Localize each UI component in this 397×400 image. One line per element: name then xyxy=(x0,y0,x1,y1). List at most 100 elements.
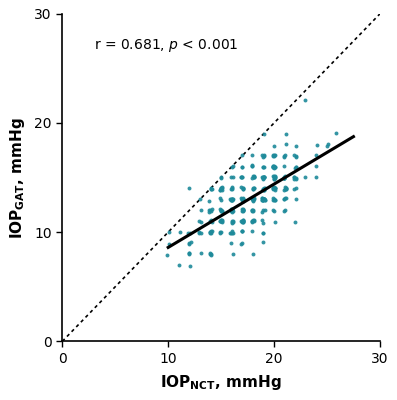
Point xyxy=(206,197,213,204)
Point xyxy=(272,196,278,203)
Point xyxy=(185,251,192,258)
Point xyxy=(164,252,171,258)
Point xyxy=(293,153,299,160)
Point xyxy=(229,196,236,202)
Point xyxy=(219,217,225,223)
Point xyxy=(250,197,256,203)
Point xyxy=(282,206,288,213)
Point xyxy=(261,185,268,192)
Point xyxy=(261,196,268,202)
Point xyxy=(196,230,202,236)
Point xyxy=(240,206,246,212)
Point xyxy=(229,228,235,234)
Point xyxy=(291,174,297,180)
Point xyxy=(270,163,276,169)
Point xyxy=(227,174,234,180)
Point xyxy=(261,196,267,202)
Point xyxy=(206,208,213,215)
Point xyxy=(302,174,308,181)
Point xyxy=(208,206,215,212)
Point xyxy=(229,197,235,204)
Point xyxy=(250,173,256,180)
Point xyxy=(260,186,267,193)
Point xyxy=(270,208,277,215)
Point xyxy=(250,186,256,192)
Point xyxy=(238,184,244,190)
Point xyxy=(271,174,278,180)
Point xyxy=(282,195,289,202)
Point xyxy=(240,196,247,203)
Point xyxy=(271,176,278,182)
Point xyxy=(291,218,298,225)
Point xyxy=(239,195,246,201)
Point xyxy=(260,186,266,193)
Point xyxy=(281,173,288,180)
Point xyxy=(291,152,297,158)
Point xyxy=(249,218,255,224)
Point xyxy=(271,185,277,191)
Point xyxy=(313,152,320,158)
Point xyxy=(249,162,255,169)
Point xyxy=(219,184,225,190)
Point xyxy=(238,218,245,224)
Point xyxy=(239,206,245,212)
Point xyxy=(187,230,193,236)
Point xyxy=(272,185,278,191)
Point xyxy=(166,241,172,247)
Point xyxy=(185,250,192,256)
Point xyxy=(293,196,300,202)
Point xyxy=(325,141,331,148)
Point xyxy=(251,174,257,180)
Point xyxy=(239,219,246,226)
Point xyxy=(208,208,214,215)
Point xyxy=(272,173,278,180)
Point xyxy=(218,208,224,214)
Point xyxy=(271,142,278,149)
Point xyxy=(218,185,224,191)
Point xyxy=(260,164,266,170)
Point xyxy=(283,131,289,137)
Point xyxy=(249,218,256,225)
Point xyxy=(250,198,256,204)
Point xyxy=(208,252,215,258)
Point xyxy=(218,197,224,203)
Point xyxy=(240,217,247,224)
Point xyxy=(239,198,246,204)
Point xyxy=(314,142,320,148)
Point xyxy=(271,196,278,202)
Point xyxy=(187,263,193,269)
Point xyxy=(324,143,330,149)
Point xyxy=(238,240,245,247)
Point xyxy=(291,176,298,182)
Point xyxy=(239,196,246,202)
Point xyxy=(187,239,194,245)
Point xyxy=(240,207,246,213)
Point xyxy=(239,218,246,224)
Point xyxy=(197,196,204,202)
Point xyxy=(270,186,276,192)
Point xyxy=(217,228,223,235)
Point xyxy=(239,196,245,202)
Point xyxy=(293,176,299,182)
Point xyxy=(251,174,257,180)
Y-axis label: IOP$_\mathregular{GAT}$, mmHg: IOP$_\mathregular{GAT}$, mmHg xyxy=(8,117,27,238)
Point xyxy=(219,208,225,214)
Point xyxy=(281,152,288,158)
Point xyxy=(293,163,299,170)
Point xyxy=(283,184,289,191)
Point xyxy=(249,186,256,192)
Point xyxy=(217,206,224,212)
Point xyxy=(270,152,276,158)
Point xyxy=(282,141,289,148)
Point xyxy=(249,163,255,169)
Point xyxy=(228,207,235,213)
Point xyxy=(261,152,267,159)
Point xyxy=(260,219,267,226)
Point xyxy=(272,219,278,225)
Point xyxy=(293,184,299,191)
Point xyxy=(259,174,266,181)
Point xyxy=(272,197,278,203)
Point xyxy=(229,185,235,191)
Point xyxy=(217,186,224,193)
Point xyxy=(185,240,192,246)
